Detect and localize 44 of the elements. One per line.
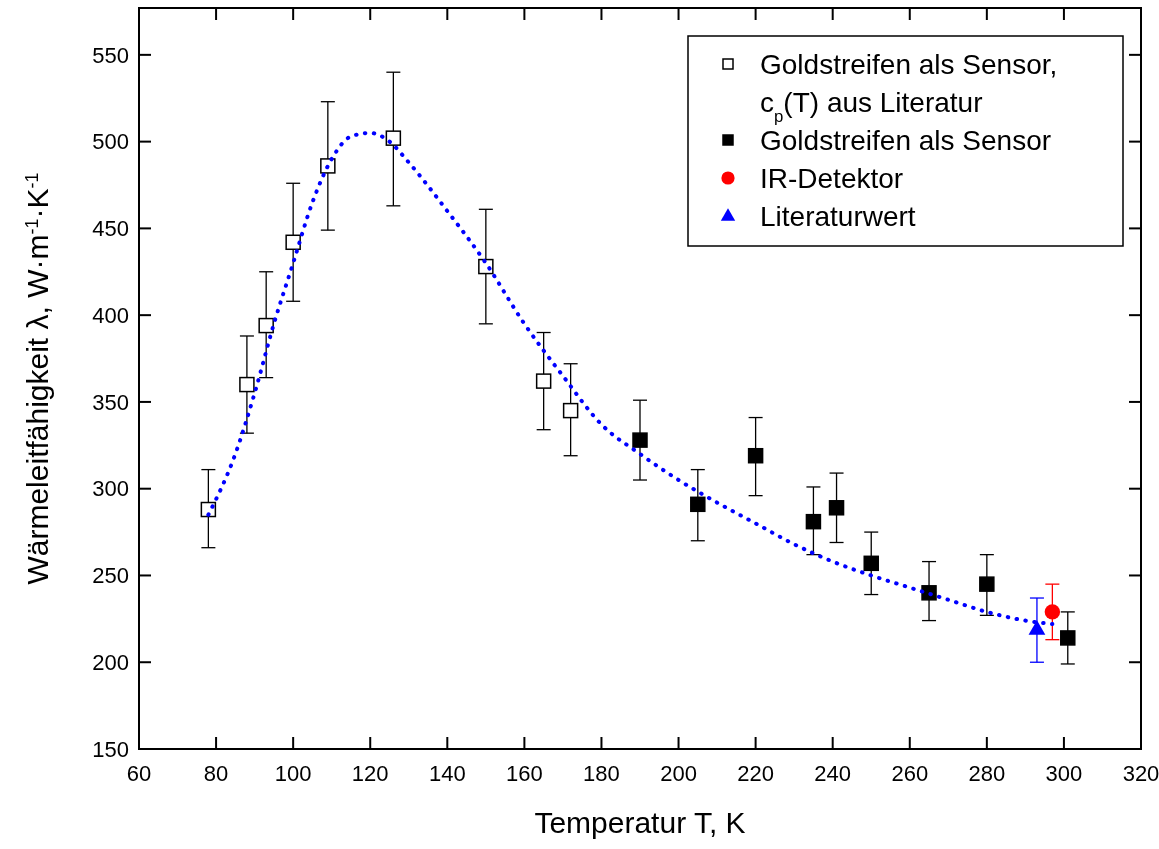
point	[1028, 620, 1046, 635]
legend-label: Goldstreifen als Sensor	[760, 124, 1052, 156]
point	[258, 317, 274, 334]
x-tick-label: 200	[660, 761, 697, 786]
point	[690, 496, 706, 513]
legend-label: Literaturwert	[760, 200, 916, 232]
point	[1044, 604, 1061, 620]
x-tick-label: 140	[428, 761, 466, 786]
point	[239, 376, 255, 393]
x-tick-label: 260	[891, 761, 929, 786]
y-tick-label: 300	[92, 476, 129, 502]
y-tick-label: 350	[92, 389, 129, 415]
y-tick-label: 150	[92, 736, 129, 762]
x-axis-title: Temperatur T, K	[534, 806, 746, 839]
point	[285, 234, 301, 251]
x-tick-label: 280	[968, 761, 1006, 786]
point	[535, 373, 552, 389]
x-tick-label: 220	[737, 761, 774, 786]
x-tick-label: 300	[1045, 761, 1083, 786]
point	[863, 555, 879, 572]
x-tick-label: 100	[274, 761, 312, 786]
legend-label: Goldstreifen als Sensor, c$_{p}$(T) aus Literatur	[760, 48, 1058, 126]
point	[385, 130, 402, 146]
point	[562, 402, 579, 419]
point	[632, 432, 648, 448]
point	[805, 513, 822, 530]
point	[747, 447, 764, 464]
point	[828, 500, 845, 516]
x-tick-label: 60	[126, 761, 152, 786]
point	[979, 576, 995, 592]
x-tick-label: 160	[506, 761, 543, 786]
y-tick-label: 500	[92, 129, 129, 155]
x-tick-label: 80	[203, 761, 229, 786]
y-tick-label: 250	[92, 563, 129, 589]
x-tick-label: 320	[1122, 761, 1159, 786]
x-tick-label: 120	[351, 761, 389, 786]
x-tick-label: 240	[814, 761, 852, 786]
y-tick-label: 550	[92, 42, 129, 68]
point	[1060, 630, 1076, 646]
y-tick-label: 400	[92, 302, 129, 328]
x-tick-label: 180	[583, 761, 620, 786]
y-tick-label: 450	[92, 216, 129, 242]
legend-label: IR-Detektor	[760, 162, 904, 194]
y-tick-label: 200	[92, 649, 129, 675]
